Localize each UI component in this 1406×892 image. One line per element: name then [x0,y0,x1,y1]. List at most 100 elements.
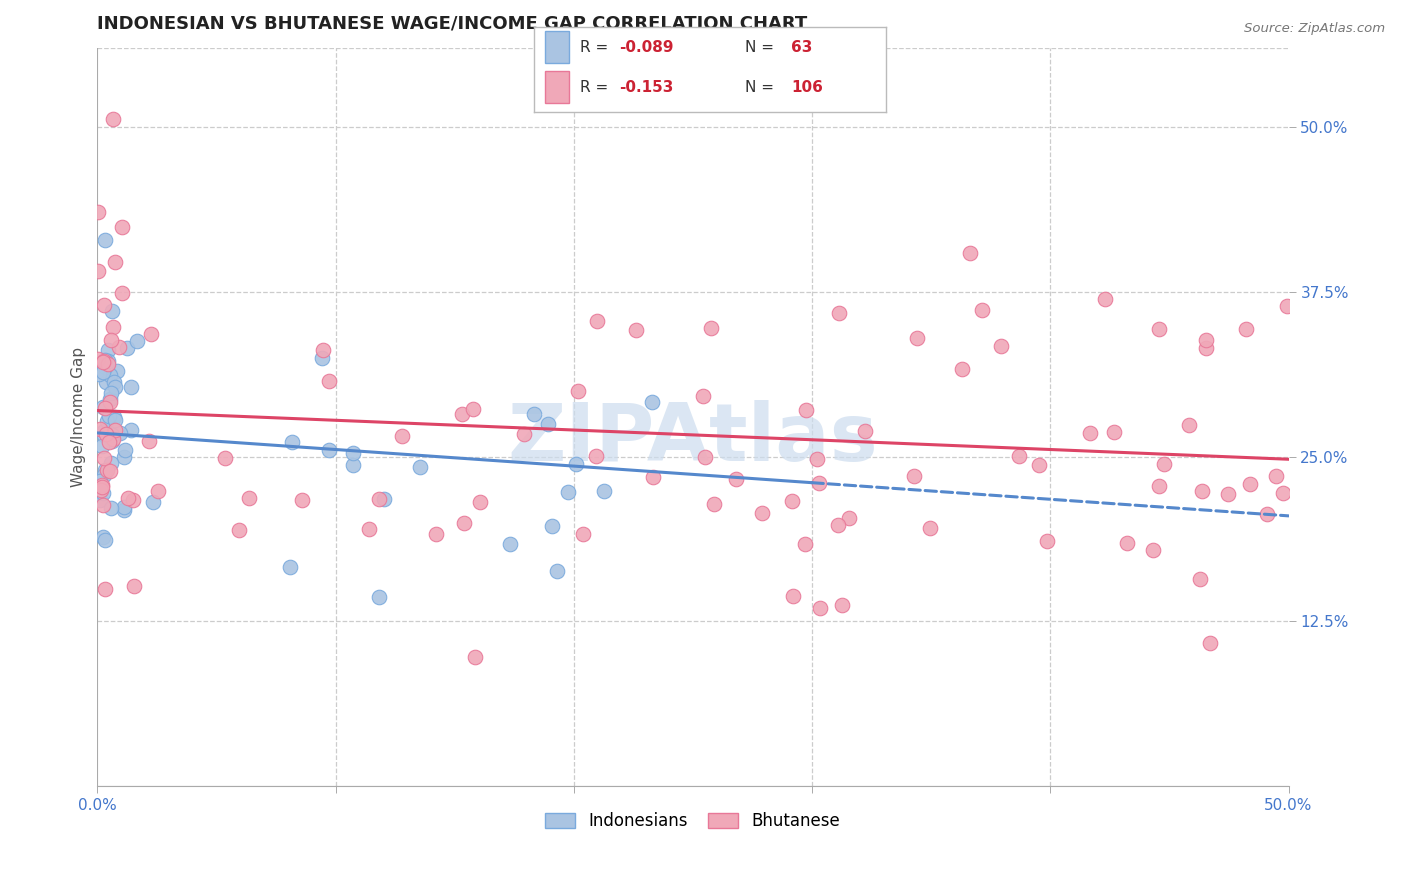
Point [96,414,118,428]
Point [94,233,117,247]
Point [94,582,117,596]
Point [828,306,851,320]
Point [101,427,124,442]
Point [1142,542,1164,557]
Legend: Indonesians, Bhutanese: Indonesians, Bhutanese [538,805,846,837]
Point [103,376,125,390]
Point [104,255,127,269]
Point [585,314,607,328]
Point [546,564,568,578]
Point [139,327,162,342]
Point [1188,572,1211,586]
Point [703,497,725,511]
Point [142,494,165,508]
Point [827,518,849,533]
Point [541,519,564,533]
Point [91,400,114,414]
Point [453,516,475,530]
Point [1147,479,1170,493]
Point [214,450,236,465]
Point [98,392,121,407]
Point [537,417,560,431]
Point [101,320,124,334]
Point [97,409,120,423]
Point [367,591,389,605]
Point [1094,292,1116,306]
Point [1178,418,1201,433]
Point [808,601,831,615]
Point [782,589,804,603]
Point [291,493,314,508]
Point [513,426,536,441]
Point [807,476,830,491]
Point [94,533,117,547]
Point [91,439,114,453]
Point [125,334,148,348]
Point [97,434,120,449]
Point [1264,469,1286,483]
Bar [544,70,569,103]
Point [90,483,112,498]
Text: N =: N = [745,40,779,55]
Point [318,374,340,388]
Point [104,380,127,394]
Point [100,434,122,448]
Point [806,452,828,467]
Point [693,450,716,465]
Point [89,493,111,508]
Point [103,410,125,425]
Point [121,493,143,508]
Point [112,502,135,516]
Point [692,389,714,403]
Point [115,341,138,355]
Point [725,472,748,486]
Point [565,457,588,471]
Point [342,446,364,460]
Point [98,394,121,409]
Point [1271,486,1294,500]
Point [641,394,664,409]
Point [359,522,381,536]
Point [93,467,115,482]
Point [1195,333,1218,347]
Point [100,500,122,515]
Point [1239,477,1261,491]
Point [111,219,134,234]
Point [959,245,981,260]
Point [91,365,114,379]
Point [120,380,142,394]
Point [1191,484,1213,499]
Point [311,351,333,365]
Point [111,285,134,300]
Point [91,499,114,513]
Point [91,477,114,491]
Point [87,205,110,219]
Point [107,340,129,354]
Point [990,339,1012,353]
Point [903,469,925,483]
Point [138,434,160,449]
Point [89,474,111,488]
Point [93,298,115,312]
Point [1147,321,1170,335]
Point [100,385,122,400]
Point [97,343,120,358]
Point [567,384,589,399]
Point [91,354,114,368]
Point [90,480,112,494]
Text: INDONESIAN VS BHUTANESE WAGE/INCOME GAP CORRELATION CHART: INDONESIAN VS BHUTANESE WAGE/INCOME GAP … [97,15,807,33]
Point [1234,322,1257,336]
Point [110,425,132,440]
Point [905,331,928,345]
Point [94,353,117,368]
Point [114,442,136,457]
Point [368,492,391,507]
Point [87,367,110,381]
Text: ZIPAtlas: ZIPAtlas [508,401,879,478]
Point [278,559,301,574]
Point [112,500,135,514]
Point [100,456,122,470]
Point [853,425,876,439]
Point [592,484,614,499]
Point [101,432,124,446]
